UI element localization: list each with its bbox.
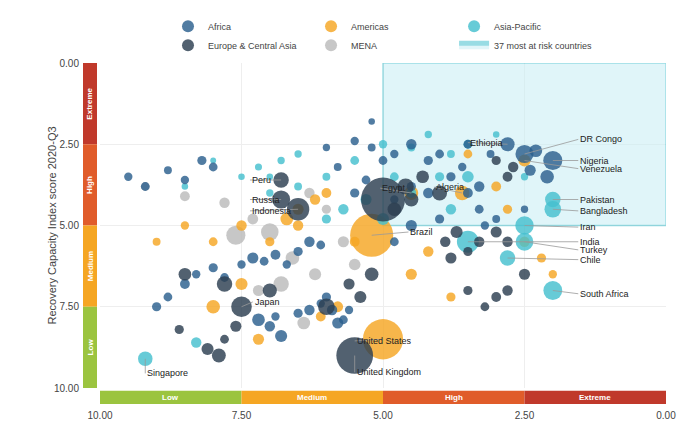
svg-text:0.00: 0.00 xyxy=(60,58,80,69)
svg-text:India: India xyxy=(580,237,600,247)
svg-text:7.50: 7.50 xyxy=(232,410,252,421)
svg-text:South Africa: South Africa xyxy=(580,289,629,299)
svg-text:Europe & Central Asia: Europe & Central Asia xyxy=(208,41,297,51)
svg-text:Brazil: Brazil xyxy=(410,227,433,237)
svg-text:5.00: 5.00 xyxy=(373,410,393,421)
svg-text:10.00: 10.00 xyxy=(54,383,79,394)
svg-text:37 most at risk countries: 37 most at risk countries xyxy=(494,41,592,51)
svg-text:MENA: MENA xyxy=(351,41,377,51)
svg-text:Extreme: Extreme xyxy=(579,393,611,402)
svg-text:Nigeria: Nigeria xyxy=(580,156,609,166)
svg-text:Africa: Africa xyxy=(208,22,231,32)
svg-text:High: High xyxy=(85,176,94,194)
svg-text:Medium: Medium xyxy=(86,251,95,281)
svg-text:7.50: 7.50 xyxy=(60,301,80,312)
svg-text:Singapore: Singapore xyxy=(147,368,188,378)
svg-text:Asia-Pacific: Asia-Pacific xyxy=(494,22,542,32)
svg-text:High: High xyxy=(445,393,463,402)
svg-text:5.00: 5.00 xyxy=(60,220,80,231)
svg-text:Turkey: Turkey xyxy=(580,245,608,255)
svg-text:2.50: 2.50 xyxy=(60,139,80,150)
svg-text:United States: United States xyxy=(357,336,412,346)
svg-text:Recovery Capacity Index score: Recovery Capacity Index score 2020-Q3 xyxy=(46,126,58,324)
svg-text:Indonesia: Indonesia xyxy=(252,206,291,216)
svg-text:10.00: 10.00 xyxy=(87,410,112,421)
svg-text:United Kingdom: United Kingdom xyxy=(357,367,421,377)
svg-text:Egypt: Egypt xyxy=(382,183,406,193)
svg-text:Algeria: Algeria xyxy=(436,182,464,192)
svg-text:Russia: Russia xyxy=(252,195,280,205)
svg-text:DR Congo: DR Congo xyxy=(580,134,622,144)
svg-text:Bangladesh: Bangladesh xyxy=(580,206,628,216)
svg-text:Ethiopia: Ethiopia xyxy=(470,138,503,148)
svg-text:Peru: Peru xyxy=(252,175,271,185)
svg-text:Extreme: Extreme xyxy=(85,88,94,120)
svg-text:2.50: 2.50 xyxy=(515,410,535,421)
svg-text:Chile: Chile xyxy=(580,255,601,265)
svg-text:Pakistan: Pakistan xyxy=(580,195,615,205)
svg-text:Medium: Medium xyxy=(297,393,327,402)
svg-text:0.00: 0.00 xyxy=(656,410,676,421)
svg-text:Americas: Americas xyxy=(351,22,389,32)
svg-text:Low: Low xyxy=(86,339,95,356)
svg-text:Japan: Japan xyxy=(255,297,280,307)
svg-text:Low: Low xyxy=(162,393,179,402)
svg-text:Iran: Iran xyxy=(580,222,596,232)
svg-text:Venezuela: Venezuela xyxy=(580,164,622,174)
